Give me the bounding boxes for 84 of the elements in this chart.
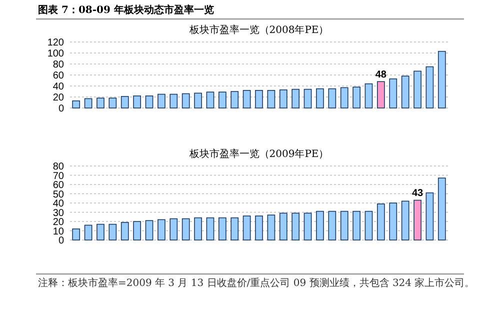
data-label: 43 <box>412 188 424 200</box>
bar <box>414 200 422 240</box>
bar <box>414 70 422 108</box>
chart-subtitle: 板块市盈率一览（2008年PE） <box>188 24 329 36</box>
bar <box>194 217 202 240</box>
bar <box>108 224 117 240</box>
y-tick-label: 30 <box>52 208 64 219</box>
bar <box>158 94 166 108</box>
bar <box>206 217 214 240</box>
bar <box>304 212 312 240</box>
bar <box>401 76 410 108</box>
y-tick-label: 80 <box>52 162 64 172</box>
bar <box>426 192 434 240</box>
bar <box>426 66 434 108</box>
bar <box>255 90 263 108</box>
bar <box>230 91 239 108</box>
bar <box>279 212 288 240</box>
bar <box>267 214 276 240</box>
bar <box>267 90 276 108</box>
bar <box>292 212 300 240</box>
y-tick-label: 50 <box>52 189 64 200</box>
data-label: 48 <box>375 70 387 81</box>
bar <box>340 87 348 108</box>
bar <box>96 98 104 108</box>
bar <box>120 96 129 108</box>
bar <box>96 224 104 240</box>
bar <box>108 98 117 108</box>
bar <box>84 98 92 108</box>
bar <box>218 92 226 108</box>
chart-title: 图表 7：08-09 年板块动态市盈率一览 <box>38 4 214 16</box>
bar <box>377 81 385 108</box>
bar <box>182 93 190 108</box>
y-tick-label: 40 <box>52 198 64 210</box>
bar <box>170 94 178 108</box>
bar <box>401 200 410 240</box>
bar <box>352 210 360 240</box>
bar <box>292 88 300 108</box>
text: 注释：板块市盈率=2009 年 3 月 13 日收盘价/重点公司 09 预测业绩，共包含 324 家上市公司。 <box>38 278 476 290</box>
bar <box>194 92 202 108</box>
bar <box>182 218 190 240</box>
bar <box>145 96 154 108</box>
bar <box>145 220 154 240</box>
bar <box>218 217 226 240</box>
bar <box>328 88 336 108</box>
bar <box>255 216 263 240</box>
bar <box>279 89 288 108</box>
y-tick-label: 60 <box>52 180 64 191</box>
y-tick-label: 120 <box>47 38 64 48</box>
bar <box>133 96 141 108</box>
bar <box>438 50 446 108</box>
chart-subtitle: 板块市盈率一览（2009年PE） <box>188 148 329 160</box>
y-tick-label: 0 <box>58 104 64 114</box>
y-tick-label: 0 <box>58 236 64 246</box>
bar <box>304 88 312 108</box>
bar <box>389 202 398 240</box>
bar <box>328 210 336 240</box>
bar <box>84 224 92 240</box>
y-tick-label: 60 <box>52 70 64 82</box>
bar <box>377 204 385 240</box>
bar <box>438 178 446 240</box>
bar <box>316 88 324 108</box>
bar <box>242 90 251 108</box>
y-tick-label: 70 <box>52 170 64 182</box>
bar <box>242 216 251 240</box>
bar <box>316 210 324 240</box>
bar <box>389 78 398 108</box>
y-tick-label: 80 <box>52 60 64 70</box>
bar <box>352 86 360 108</box>
bar <box>120 222 129 240</box>
bar <box>364 83 373 108</box>
y-tick-label: 10 <box>52 226 64 238</box>
bar <box>72 100 80 108</box>
bar <box>133 221 141 240</box>
bar <box>340 210 348 240</box>
y-tick-label: 20 <box>52 217 64 228</box>
y-tick-label: 20 <box>52 92 64 104</box>
bar <box>206 92 214 108</box>
bar <box>158 219 166 240</box>
bar <box>230 217 239 240</box>
y-tick-label: 100 <box>47 48 64 60</box>
bar <box>72 228 80 240</box>
y-tick-label: 40 <box>52 82 64 92</box>
bar <box>170 218 178 240</box>
bar <box>364 210 373 240</box>
